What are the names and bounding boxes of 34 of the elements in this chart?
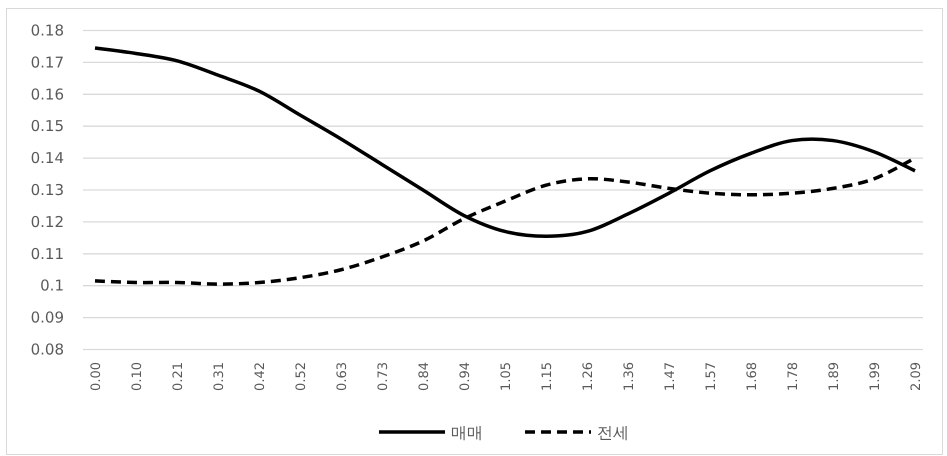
x-tick-label: 0.10 <box>130 362 145 391</box>
x-tick-label: 0.52 <box>294 362 309 391</box>
x-tick-label: 1.26 <box>581 362 596 391</box>
x-tick-label: 1.15 <box>540 362 555 391</box>
y-tick-label: 0.12 <box>30 212 64 231</box>
x-tick-label: 0.73 <box>376 362 391 391</box>
legend-label: 매매 <box>451 423 483 442</box>
y-tick-label: 0.08 <box>30 340 64 358</box>
x-tick-label: 0.00 <box>89 362 104 391</box>
y-tick-label: 0.16 <box>30 85 64 104</box>
y-tick-label: 0.09 <box>30 308 64 327</box>
y-tick-label: 0.17 <box>30 53 64 72</box>
x-tick-label: 2.09 <box>909 362 924 391</box>
x-tick-label: 1.57 <box>704 362 719 391</box>
x-tick-label: 0.63 <box>335 362 350 391</box>
y-tick-label: 0.18 <box>30 22 64 40</box>
y-tick-label: 0.1 <box>40 276 64 295</box>
x-tick-label: 0.94 <box>458 362 473 391</box>
x-tick-label: 1.05 <box>499 362 514 391</box>
x-tick-label: 0.84 <box>417 362 432 391</box>
x-tick-label: 1.68 <box>745 362 760 391</box>
y-tick-label: 0.14 <box>30 149 64 168</box>
x-tick-label: 0.21 <box>171 362 186 391</box>
y-tick-label: 0.13 <box>30 181 64 199</box>
x-tick-label: 1.78 <box>786 362 801 391</box>
x-tick-label: 1.89 <box>827 362 842 391</box>
x-tick-label: 1.47 <box>663 362 678 391</box>
legend-label: 전세 <box>597 423 629 442</box>
y-tick-label: 0.15 <box>30 117 64 136</box>
y-tick-label: 0.11 <box>30 244 64 263</box>
x-tick-label: 1.36 <box>622 362 637 391</box>
x-tick-label: 0.42 <box>253 362 268 391</box>
x-tick-label: 0.31 <box>212 362 227 391</box>
x-tick-label: 1.99 <box>868 362 883 391</box>
